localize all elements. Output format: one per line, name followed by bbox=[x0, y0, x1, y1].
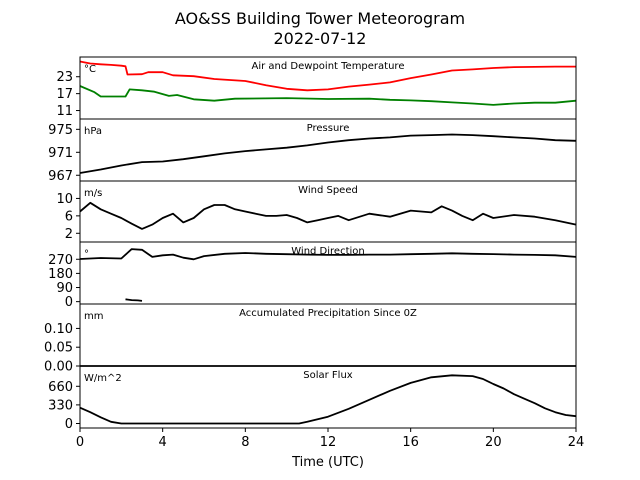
y-tick-label: 17 bbox=[56, 87, 73, 102]
y-tick-label: 0 bbox=[65, 295, 73, 310]
unit-label: °C bbox=[84, 64, 96, 75]
y-tick-label: 967 bbox=[48, 169, 73, 184]
series-line-2 bbox=[79, 85, 577, 106]
y-tick-label: 2 bbox=[65, 227, 73, 242]
y-tick-label: 90 bbox=[56, 281, 73, 296]
y-tick-label: 330 bbox=[48, 398, 73, 413]
x-tick-label: 4 bbox=[159, 435, 167, 450]
figure-title-line2: 2022-07-12 bbox=[274, 29, 367, 48]
x-axis: 0 4 8 12 16 20 24 bbox=[76, 428, 584, 450]
y-tick-label: 0 bbox=[65, 417, 73, 432]
panel-title: Wind Speed bbox=[298, 185, 358, 196]
x-tick-label: 12 bbox=[320, 435, 337, 450]
unit-label: mm bbox=[84, 311, 103, 322]
y-tick-label: 23 bbox=[56, 70, 73, 85]
x-tick-label: 24 bbox=[568, 435, 585, 450]
series-line-1 bbox=[79, 133, 577, 174]
y-tick-label: 11 bbox=[56, 104, 73, 119]
y-tick-label: 180 bbox=[48, 267, 73, 282]
y-tick-label: 0.05 bbox=[44, 341, 73, 356]
panel-title: Solar Flux bbox=[303, 370, 353, 381]
x-tick-label: 20 bbox=[485, 435, 502, 450]
y-tick-label: 971 bbox=[48, 146, 73, 161]
x-tick-label: 16 bbox=[402, 435, 419, 450]
panel-title: Accumulated Precipitation Since 0Z bbox=[239, 308, 417, 319]
panel-1: 11 17 23 Air and Dewpoint Temperature °C bbox=[56, 56, 577, 120]
figure-title-line1: AO&SS Building Tower Meteorogram bbox=[175, 9, 465, 28]
panel-6: 0 330 660 Solar Flux W/m^2 bbox=[48, 365, 577, 432]
series-line-1 bbox=[79, 60, 576, 92]
panel-title: Wind Direction bbox=[291, 246, 365, 257]
unit-label: ° bbox=[84, 249, 89, 260]
panel-5: 0.00 0.05 0.10 Accumulated Precipitation Si… bbox=[44, 303, 577, 375]
unit-label: m/s bbox=[84, 188, 102, 199]
x-tick-label: 0 bbox=[76, 435, 84, 450]
unit-label: W/m^2 bbox=[84, 373, 122, 384]
x-tick-label: 8 bbox=[241, 435, 249, 450]
panel-title: Air and Dewpoint Temperature bbox=[252, 61, 405, 72]
panel-3: 2 6 10 Wind Speed m/s bbox=[56, 180, 577, 243]
series-line-1 bbox=[79, 374, 577, 425]
y-tick-label: 6 bbox=[65, 209, 73, 224]
y-tick-label: 10 bbox=[56, 192, 73, 207]
panel-title: Pressure bbox=[307, 123, 350, 134]
y-tick-label: 0.00 bbox=[44, 360, 73, 375]
series-line-2 bbox=[125, 298, 143, 302]
x-axis-label: Time (UTC) bbox=[291, 455, 364, 470]
series-line-1 bbox=[79, 201, 577, 230]
series-line-1 bbox=[79, 248, 577, 261]
y-tick-label: 0.10 bbox=[44, 322, 73, 337]
y-tick-label: 270 bbox=[48, 253, 73, 268]
y-tick-label: 660 bbox=[48, 380, 73, 395]
panel-2: 967 971 975 Pressure hPa bbox=[48, 118, 577, 184]
unit-label: hPa bbox=[84, 126, 102, 137]
y-tick-label: 975 bbox=[48, 123, 73, 138]
